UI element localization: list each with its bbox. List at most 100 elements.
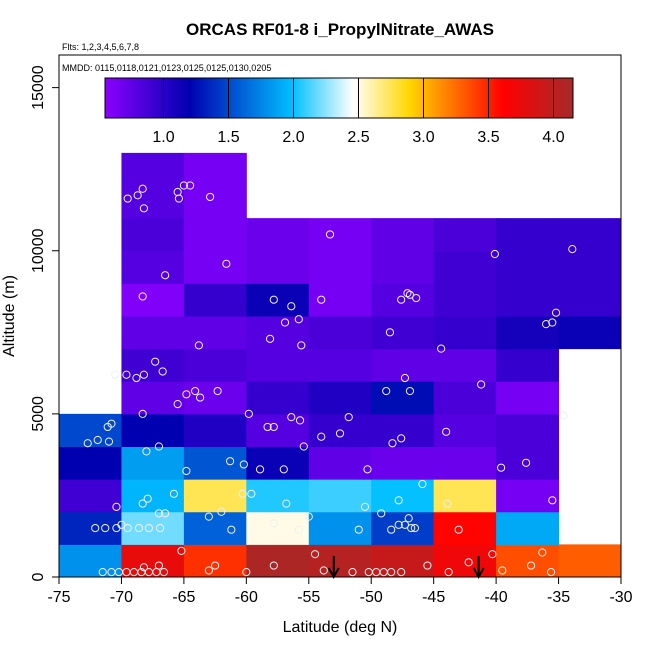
sample-point <box>144 523 154 533</box>
heatmap-cell <box>246 544 310 578</box>
heatmap-cell <box>183 381 247 415</box>
sample-point <box>247 489 256 498</box>
heatmap-cell <box>59 479 122 513</box>
colorbar-tick-label: 2.0 <box>282 129 304 146</box>
sample-point <box>154 561 164 570</box>
heatmap-cell <box>183 152 247 186</box>
sample-point <box>204 512 213 521</box>
sample-point <box>568 245 577 254</box>
heatmap-cell <box>433 511 497 545</box>
sample-point <box>143 494 152 503</box>
sample-point <box>521 458 531 467</box>
sample-point <box>151 357 160 366</box>
sample-point <box>317 295 326 304</box>
heatmap-cell <box>308 348 372 382</box>
sample-point <box>112 502 121 511</box>
sample-point <box>282 499 291 508</box>
heatmap-cell <box>246 316 310 350</box>
heatmap-cell <box>183 283 247 317</box>
heatmap-cell <box>183 544 247 578</box>
sample-point <box>98 568 107 577</box>
sample-point <box>387 568 396 577</box>
heatmap-cell <box>59 544 122 578</box>
y-axis: 0 5000 10000 15000 <box>30 65 59 581</box>
heatmap-cell <box>433 381 497 415</box>
colorbar-tick-label: 2.5 <box>347 129 369 146</box>
sample-point <box>498 566 507 575</box>
sample-point <box>138 409 147 418</box>
sample-point <box>279 465 288 474</box>
sample-point <box>280 318 290 327</box>
sample-point <box>161 271 170 280</box>
heatmap-cell <box>183 479 247 513</box>
y-axis-label: Altitude (m) <box>1 275 18 357</box>
sample-point <box>186 181 195 190</box>
sample-point <box>139 563 149 572</box>
heatmap-cell <box>121 316 185 350</box>
colorbar-tick-label: 1.0 <box>152 129 174 146</box>
sample-point <box>123 523 132 533</box>
sample-point <box>217 507 226 516</box>
colorbar-tick-label: 3.0 <box>412 129 434 146</box>
heatmap-cell <box>308 511 372 545</box>
sample-point <box>310 550 320 559</box>
sample-point <box>287 302 296 311</box>
heatmap-cell <box>558 250 622 284</box>
sample-point <box>269 561 278 570</box>
sample-point <box>182 466 191 476</box>
x-axis: -75 -70 -65 -60 -55 -50 -45 -40 -35 -30 <box>47 577 633 606</box>
sample-point <box>123 194 132 203</box>
sample-point <box>400 520 410 529</box>
heatmap-cell <box>496 218 560 252</box>
sample-point <box>394 496 403 505</box>
sample-point <box>269 422 278 432</box>
sample-point <box>138 499 147 508</box>
heatmap-cell <box>246 511 310 545</box>
sample-point <box>405 386 415 396</box>
sample-point <box>454 525 463 534</box>
sample-point <box>387 525 396 534</box>
sample-point <box>206 192 215 202</box>
sample-point <box>225 457 235 466</box>
sample-point <box>169 489 178 498</box>
heatmap-cell <box>308 381 372 415</box>
sample-point <box>407 523 416 533</box>
heatmap-cell <box>246 446 310 480</box>
chart-title: ORCAS RF01-8 i_PropylNitrate_AWAS <box>186 20 494 39</box>
sample-point <box>269 295 278 304</box>
sample-point <box>156 523 165 533</box>
sample-point <box>412 293 421 303</box>
y-tick-label: 15000 <box>30 65 47 110</box>
heatmap-cell <box>496 544 560 578</box>
heatmap-cell <box>496 348 560 382</box>
sample-point <box>405 290 415 299</box>
sample-point <box>538 548 547 557</box>
sample-point <box>211 561 220 570</box>
heatmap-cell <box>558 218 622 252</box>
heatmap-cell <box>308 544 372 578</box>
sample-point <box>410 523 420 533</box>
sample-point <box>423 561 432 570</box>
sample-point <box>548 318 557 327</box>
sample-point <box>363 465 372 474</box>
heatmap-cell <box>496 381 560 415</box>
sample-point <box>317 432 326 441</box>
x-tick-label: -75 <box>47 589 70 606</box>
sample-point <box>263 422 272 432</box>
sample-point <box>295 416 305 425</box>
sample-point <box>325 230 335 239</box>
sample-point <box>173 187 182 197</box>
plot-frame <box>58 54 622 578</box>
sample-point <box>382 386 391 396</box>
heatmap-cell <box>121 381 185 415</box>
sample-point <box>142 447 151 456</box>
sample-point <box>158 367 167 376</box>
heatmap-cell <box>121 413 185 447</box>
heatmap-cell <box>496 283 560 317</box>
x-axis-label: Latitude (deg N) <box>283 619 398 636</box>
heatmap-cell <box>246 413 310 447</box>
sample-point <box>242 568 251 577</box>
heatmap-cell <box>308 446 372 480</box>
heatmap-cell <box>121 446 185 480</box>
